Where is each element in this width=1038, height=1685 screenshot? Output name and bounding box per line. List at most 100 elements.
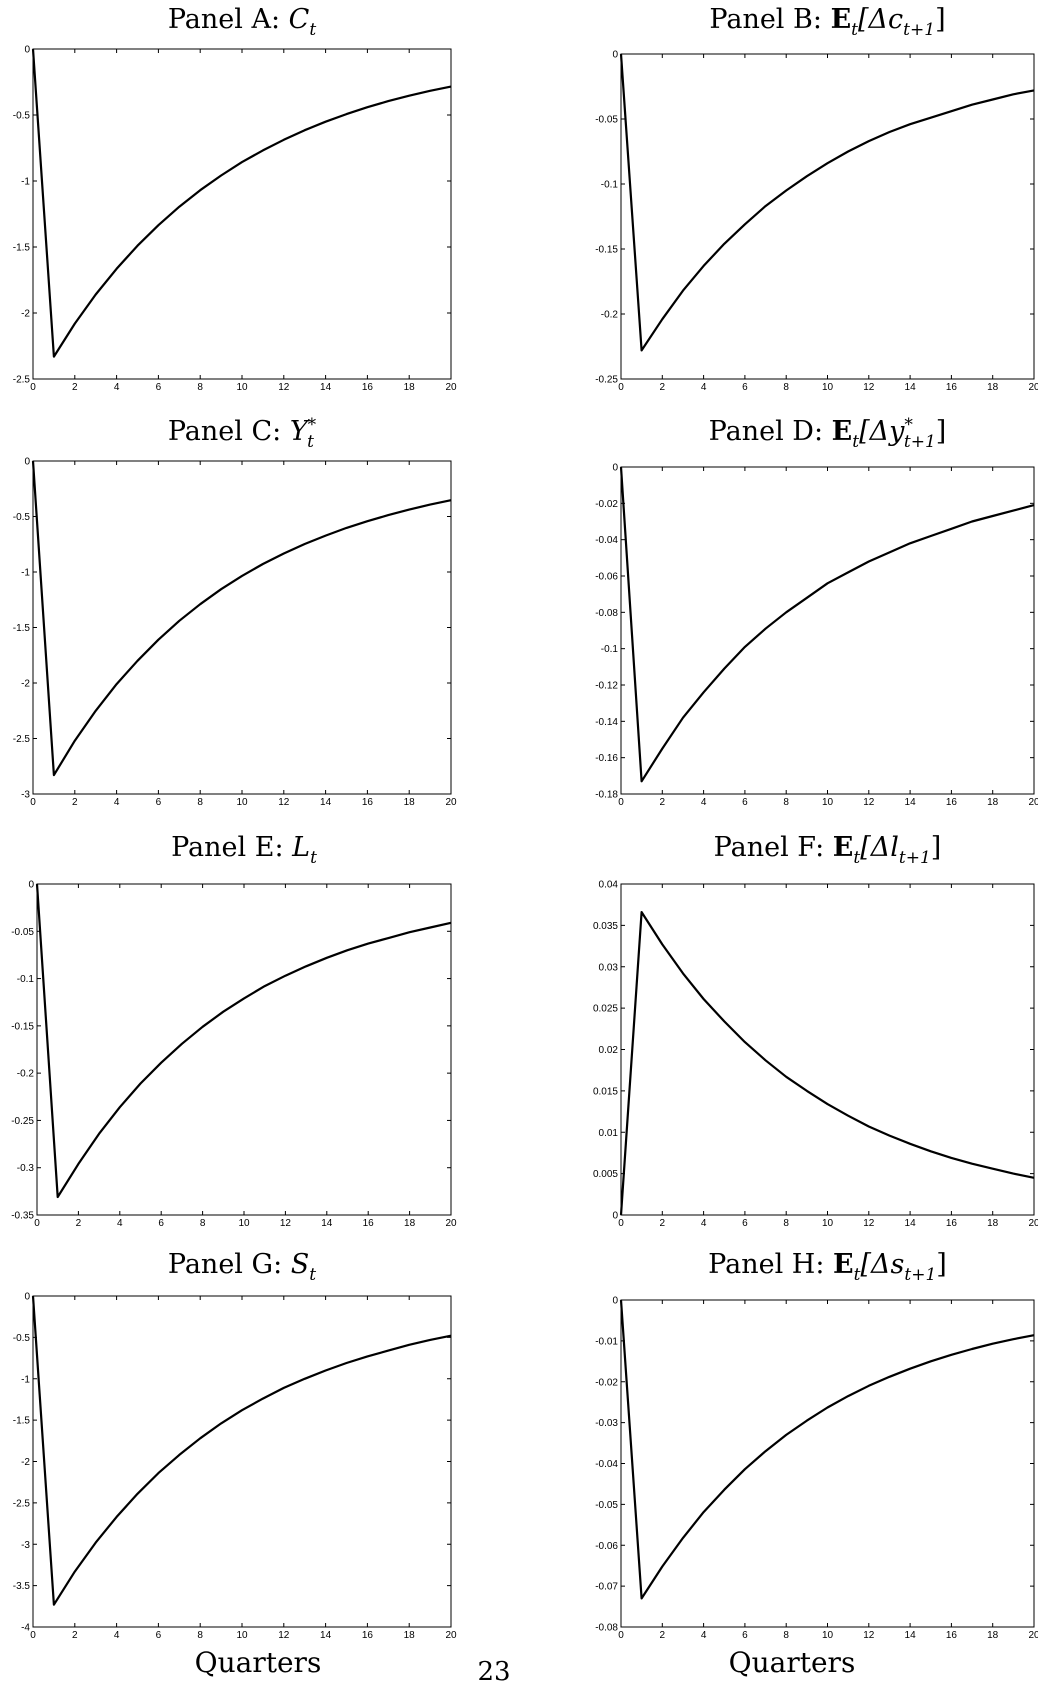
y-tick-label: -0.5 (13, 512, 31, 523)
y-tick-label: -2.5 (13, 734, 31, 745)
panel-title: Panel A: Ct (168, 4, 317, 40)
x-tick-label: 8 (783, 1218, 789, 1229)
x-tick-label: 20 (1028, 1630, 1038, 1641)
title-subscript: t (309, 20, 316, 40)
title-symbol: E (833, 832, 854, 863)
title-prefix: Panel H: (708, 1249, 833, 1280)
x-tick-label: 0 (30, 382, 36, 393)
x-tick-label: 12 (278, 1630, 290, 1641)
impulse-response-line (619, 53, 1035, 352)
panel-title: Panel B: Et[Δct+1] (709, 4, 945, 40)
title-subscript: t (307, 432, 314, 452)
x-tick-label: 20 (445, 1218, 457, 1229)
y-tick-label: -1 (21, 1374, 30, 1385)
x-tick-label: 10 (236, 1630, 248, 1641)
y-tick-label: -0.14 (595, 717, 618, 728)
panels: Panel A: Ct0 2 4 6 8 10 12 14 16 18 200-0.5-1-1.5-… (11, 4, 1038, 1641)
y-tick-label: 0 (612, 1296, 618, 1307)
x-tick-label: 18 (987, 1218, 999, 1229)
x-tick-label: 8 (783, 1630, 789, 1641)
title-symbol: Y (290, 416, 310, 447)
y-tick-label: -1.5 (13, 623, 31, 634)
x-tick-label: 8 (197, 797, 203, 808)
y-tick-label: -0.01 (595, 1336, 618, 1347)
x-tick-label: 0 (30, 1630, 36, 1641)
panel-a: Panel A: Ct 0 2 4 6 8 10 12 14 16 18 20 0 -0.5 -1 -1.5 -… (13, 4, 457, 393)
panel-h: Panel H: Et[Δst+1]0 2 4 6 8 10 12 14 16 18 200-0.0… (595, 1249, 1038, 1641)
x-tick-label: 0 (618, 1630, 624, 1641)
x-tick-label: 16 (946, 1630, 958, 1641)
x-tick-label: 10 (822, 382, 834, 393)
x-tick-label: 4 (701, 797, 707, 808)
x-tick-label: 4 (701, 1630, 707, 1641)
title-symbol: E (833, 1249, 854, 1280)
x-tick-label: 20 (445, 382, 457, 393)
title-prefix: Panel D: (709, 416, 832, 447)
x-tick-label: 8 (783, 797, 789, 808)
impulse-response-line (31, 1295, 452, 1606)
y-tick-label: 0.035 (593, 921, 618, 932)
y-tick-label: -0.15 (11, 1021, 34, 1032)
axes-frame (32, 1295, 452, 1628)
y-tick-label: -0.18 (595, 790, 618, 801)
x-tick-label: 16 (946, 797, 958, 808)
y-tick-label: -0.12 (595, 681, 618, 692)
y-tick-label: -0.07 (595, 1582, 618, 1593)
axes-frame (36, 883, 452, 1216)
x-tick-label: 2 (72, 1630, 78, 1641)
x-tick-label: 12 (863, 382, 875, 393)
x-tick-label: 20 (445, 1630, 457, 1641)
y-tick-label: -0.1 (601, 180, 619, 191)
x-tick-label: 0 (34, 1218, 40, 1229)
title-subscript: t (851, 20, 858, 40)
y-tick-label: -0.25 (595, 375, 618, 386)
x-tick-label: 10 (822, 1630, 834, 1641)
y-tick-label: 0.03 (599, 962, 619, 973)
y-tick-label: -0.35 (11, 1211, 34, 1222)
x-tick-label: 6 (158, 1218, 164, 1229)
y-tick-label: -2 (21, 1457, 30, 1468)
x-tick-label: 0 (618, 1218, 624, 1229)
x-tick-label: 14 (320, 382, 332, 393)
y-tick-label: 0 (24, 45, 30, 56)
x-tick-label: 4 (701, 382, 707, 393)
panel-title: Panel H: Et[Δst+1] (708, 1249, 947, 1285)
axes-frame (32, 48, 452, 380)
y-tick-label: 0.025 (593, 1004, 618, 1015)
title-subscript: t (854, 1265, 861, 1285)
axes-frame (620, 466, 1035, 795)
x-tick-label: 14 (320, 797, 332, 808)
y-tick-label: -1 (21, 568, 30, 579)
panel-title: Panel G: St (168, 1249, 316, 1285)
x-tick-label: 20 (1028, 1218, 1038, 1229)
title-subscript: t (309, 1265, 316, 1285)
title-operand-subscript: t+1 (903, 20, 935, 40)
x-tick-label: 6 (156, 797, 162, 808)
y-tick-label: -0.1 (17, 974, 35, 985)
y-tick-label: -0.15 (595, 245, 618, 256)
x-tick-label: 4 (114, 1630, 120, 1641)
x-axis-label-left: Quarters (195, 1646, 322, 1679)
x-tick-label: 2 (660, 1218, 666, 1229)
title-subscript: t (852, 432, 859, 452)
title-operand-superscript: * (904, 415, 913, 435)
x-tick-label: 20 (1028, 797, 1038, 808)
title-symbol: L (291, 832, 310, 863)
x-tick-label: 14 (320, 1630, 332, 1641)
title-bracket: ] (936, 1249, 947, 1280)
x-tick-label: 8 (783, 382, 789, 393)
x-tick-label: 12 (278, 797, 290, 808)
y-tick-label: 0 (28, 880, 34, 891)
y-tick-label: -0.25 (11, 1116, 34, 1127)
y-tick-label: -1.5 (13, 243, 31, 254)
x-tick-label: 18 (987, 797, 999, 808)
title-bracket: ] (936, 416, 947, 447)
y-tick-label: 0 (612, 50, 618, 61)
title-operand: [Δc (858, 4, 903, 35)
x-tick-label: 18 (987, 382, 999, 393)
x-tick-label: 18 (987, 1630, 999, 1641)
y-tick-label: -0.2 (601, 310, 619, 321)
title-subscript: t (853, 848, 860, 868)
y-tick-label: -0.06 (595, 1541, 618, 1552)
